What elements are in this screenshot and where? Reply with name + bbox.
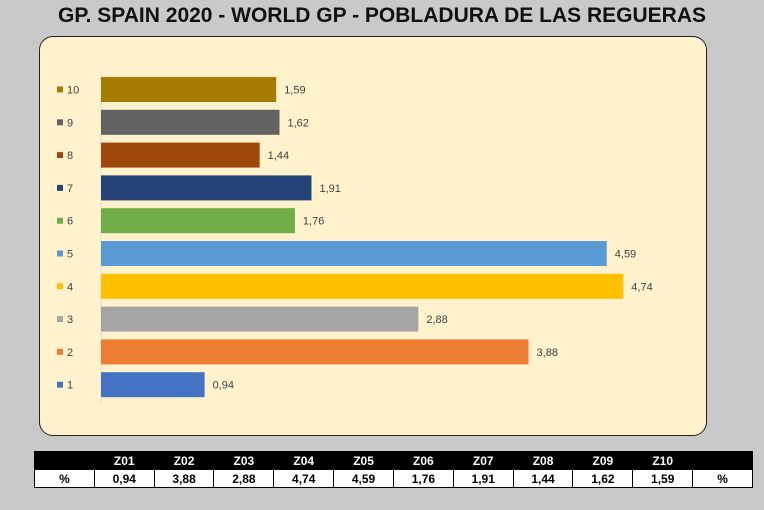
value-cell: 1,59 — [632, 469, 694, 488]
bar-3 — [101, 306, 419, 332]
chart-panel: 1,59 10 1,62 9 1,44 8 1,91 7 1,76 6 4,59 5 4,74 4 2,88… — [39, 36, 707, 436]
legend-label-9: 9 — [67, 117, 73, 129]
legend-marker-4 — [57, 283, 63, 290]
header-cell: Z01 — [93, 451, 155, 470]
bar-chart: 1,59 10 1,62 9 1,44 8 1,91 7 1,76 6 4,59 5 4,74 4 2,88… — [57, 71, 653, 403]
legend-label-5: 5 — [67, 249, 73, 261]
header-cell: Z03 — [213, 451, 275, 470]
bar-1 — [101, 372, 205, 398]
data-label-8: 1,44 — [268, 150, 289, 162]
legend-label-3: 3 — [67, 314, 73, 326]
legend-marker-2 — [57, 348, 63, 355]
data-label-6: 1,76 — [303, 216, 324, 228]
value-cell: 2,88 — [213, 469, 275, 488]
header-cell: Z02 — [153, 451, 215, 470]
bar-2 — [101, 339, 529, 365]
data-label-5: 4,59 — [615, 249, 636, 261]
legend-marker-9 — [57, 119, 63, 126]
header-cell — [34, 451, 95, 470]
bar-9 — [101, 109, 280, 135]
bar-7 — [101, 175, 312, 201]
value-cell: 0,94 — [93, 469, 155, 488]
table-row: % 0,94 3,88 2,88 4,74 4,59 1,76 1,91 1,4… — [34, 469, 753, 488]
data-label-4: 4,74 — [631, 281, 652, 293]
header-cell: Z05 — [333, 451, 394, 470]
value-cell: 1,91 — [452, 469, 514, 488]
legend-label-1: 1 — [67, 380, 73, 392]
value-cell: 4,74 — [273, 469, 335, 488]
data-label-7: 1,91 — [319, 183, 340, 195]
value-cell: 3,88 — [153, 469, 215, 488]
legend-label-10: 10 — [67, 85, 79, 97]
legend-label-4: 4 — [67, 281, 73, 293]
value-cell: 1,62 — [572, 469, 634, 488]
header-cell: Z09 — [572, 451, 634, 470]
bar-10 — [101, 77, 277, 102]
legend-marker-6 — [57, 217, 63, 224]
row-label-cell: % — [34, 469, 95, 488]
header-cell: Z06 — [392, 451, 454, 470]
header-cell: Z07 — [452, 451, 514, 470]
legend-marker-5 — [57, 250, 63, 257]
value-cell: 4,59 — [333, 469, 394, 488]
legend-marker-3 — [57, 316, 63, 323]
header-cell: Z08 — [512, 451, 574, 470]
header-cell: Z10 — [632, 451, 694, 470]
row-end-cell: % — [692, 469, 753, 488]
data-label-1: 0,94 — [213, 380, 234, 392]
chart-title: GP. SPAIN 2020 - WORLD GP - POBLADURA DE… — [58, 4, 706, 27]
header-cell: Z04 — [273, 451, 335, 470]
data-label-10: 1,59 — [284, 85, 305, 97]
bar-8 — [101, 142, 260, 168]
legend-label-7: 7 — [67, 183, 73, 195]
legend-marker-7 — [57, 184, 63, 191]
legend-marker-8 — [57, 152, 63, 159]
legend-marker-1 — [57, 381, 63, 388]
legend-label-6: 6 — [67, 216, 73, 228]
legend-label-2: 2 — [67, 347, 73, 359]
legend-label-8: 8 — [67, 150, 73, 162]
bar-6 — [101, 208, 295, 234]
legend-marker-10 — [57, 86, 63, 93]
data-table: Z01 Z02 Z03 Z04 Z05 Z06 Z07 Z08 Z09 Z10 … — [34, 451, 753, 488]
table-header-row: Z01 Z02 Z03 Z04 Z05 Z06 Z07 Z08 Z09 Z10 — [34, 451, 753, 470]
value-cell: 1,44 — [512, 469, 574, 488]
data-label-3: 2,88 — [426, 314, 447, 326]
bar-5 — [101, 241, 607, 266]
data-label-2: 3,88 — [537, 347, 558, 359]
value-cell: 1,76 — [392, 469, 454, 488]
data-label-9: 1,62 — [288, 117, 309, 129]
bar-4 — [101, 273, 624, 299]
header-cell — [692, 451, 753, 470]
